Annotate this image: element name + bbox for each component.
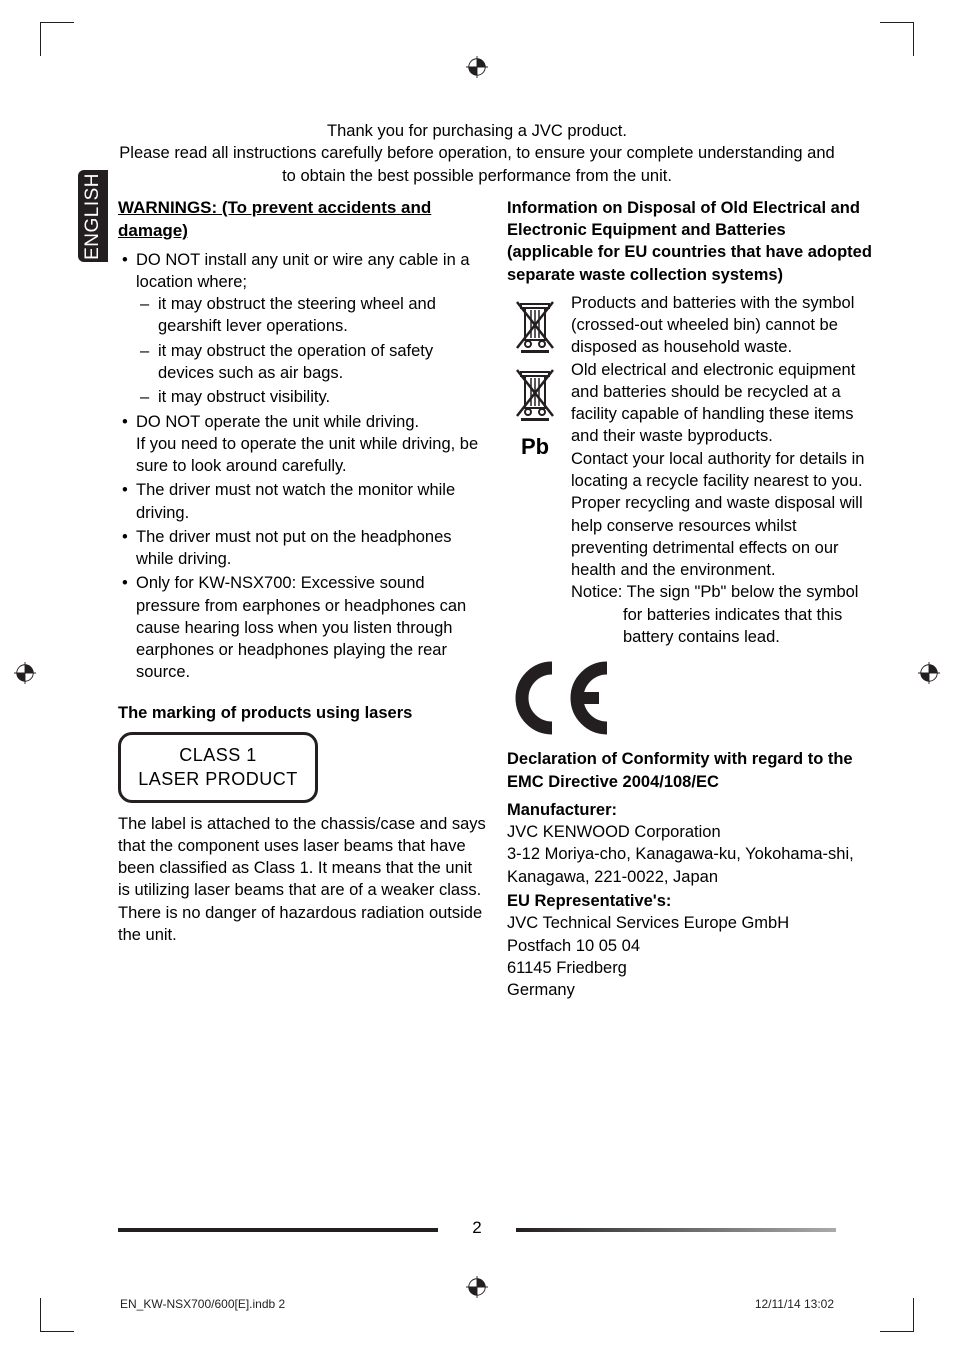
left-column: WARNINGS: (To prevent accidents and dama… [78, 197, 487, 1002]
crop-mark [40, 1298, 74, 1332]
list-item: DO NOT install any unit or wire any cabl… [118, 249, 487, 409]
ce-mark-icon [507, 658, 617, 738]
crop-mark [880, 22, 914, 56]
weee-bin-icon [511, 296, 559, 356]
list-item: Only for KW-NSX700: Excessive sound pres… [118, 572, 487, 683]
list-item: The driver must not watch the monitor wh… [118, 479, 487, 524]
right-column: Information on Disposal of Old Electrica… [507, 197, 876, 1002]
registration-mark-icon [14, 662, 36, 684]
manufacturer-label: Manufacturer: [507, 799, 876, 821]
weee-text-block: Products and batteries with the symbol (… [571, 292, 876, 648]
registration-mark-icon [466, 56, 488, 78]
weee-heading: Information on Disposal of Old Electrica… [507, 197, 876, 286]
pb-label: Pb [521, 432, 549, 462]
list-text: The driver must not put on the headphone… [136, 528, 452, 568]
eu-rep-line: JVC Technical Services Europe GmbH [507, 912, 876, 934]
warnings-list: DO NOT install any unit or wire any cabl… [118, 249, 487, 684]
weee-paragraph: Products and batteries with the symbol (… [571, 292, 876, 359]
weee-bin-icon [511, 364, 559, 424]
laser-product-label: CLASS 1 LASER PRODUCT [118, 732, 318, 803]
laser-marking-heading: The marking of products using lasers [118, 702, 487, 724]
laser-label-line: LASER PRODUCT [131, 767, 305, 791]
list-item: it may obstruct the operation of safety … [136, 340, 487, 385]
registration-mark-icon [466, 1276, 488, 1298]
page-content: Thank you for purchasing a JVC product. … [78, 120, 876, 1001]
list-text: it may obstruct the operation of safety … [158, 342, 433, 382]
registration-mark-icon [918, 662, 940, 684]
print-footer-timestamp: 12/11/14 13:02 [755, 1296, 834, 1312]
crop-mark [40, 22, 74, 56]
intro-line: Thank you for purchasing a JVC product. [118, 120, 836, 142]
weee-icon-column: Pb [507, 292, 563, 648]
doc-heading: Declaration of Conformity with regard to… [507, 748, 876, 793]
list-item: it may obstruct the steering wheel and g… [136, 293, 487, 338]
list-text: Only for KW-NSX700: Excessive sound pres… [136, 574, 466, 681]
laser-label-line: CLASS 1 [131, 743, 305, 767]
print-footer: EN_KW-NSX700/600[E].indb 2 12/11/14 13:0… [120, 1296, 834, 1312]
print-footer-file: EN_KW-NSX700/600[E].indb 2 [120, 1296, 285, 1312]
manufacturer-line: 3-12 Moriya-cho, Kanagawa-ku, Yokohama-s… [507, 843, 876, 888]
intro-block: Thank you for purchasing a JVC product. … [78, 120, 876, 187]
crop-mark [880, 1298, 914, 1332]
eu-rep-label: EU Representative's: [507, 890, 876, 912]
page-number: 2 [120, 1217, 834, 1240]
warnings-heading: WARNINGS: (To prevent accidents and dama… [118, 197, 487, 243]
eu-rep-line: 61145 Friedberg [507, 957, 876, 979]
list-text: DO NOT operate the unit while driving. [136, 411, 487, 433]
list-item: DO NOT operate the unit while driving. I… [118, 411, 487, 478]
list-text: If you need to operate the unit while dr… [136, 433, 487, 478]
eu-rep-line: Postfach 10 05 04 [507, 935, 876, 957]
list-item: it may obstruct visibility. [136, 386, 487, 408]
intro-line: Please read all instructions carefully b… [118, 142, 836, 187]
list-item: The driver must not put on the headphone… [118, 526, 487, 571]
eu-rep-line: Germany [507, 979, 876, 1001]
manufacturer-line: JVC KENWOOD Corporation [507, 821, 876, 843]
laser-paragraph: The label is attached to the chassis/cas… [118, 813, 487, 947]
list-text: The driver must not watch the monitor wh… [136, 481, 455, 521]
weee-notice: Notice: The sign "Pb" below the symbol f… [571, 581, 876, 648]
list-text: DO NOT install any unit or wire any cabl… [136, 249, 487, 294]
weee-paragraph: Contact your local authority for details… [571, 448, 876, 582]
weee-paragraph: Old electrical and electronic equipment … [571, 359, 876, 448]
list-text: it may obstruct visibility. [158, 388, 330, 406]
list-text: it may obstruct the steering wheel and g… [158, 295, 436, 335]
